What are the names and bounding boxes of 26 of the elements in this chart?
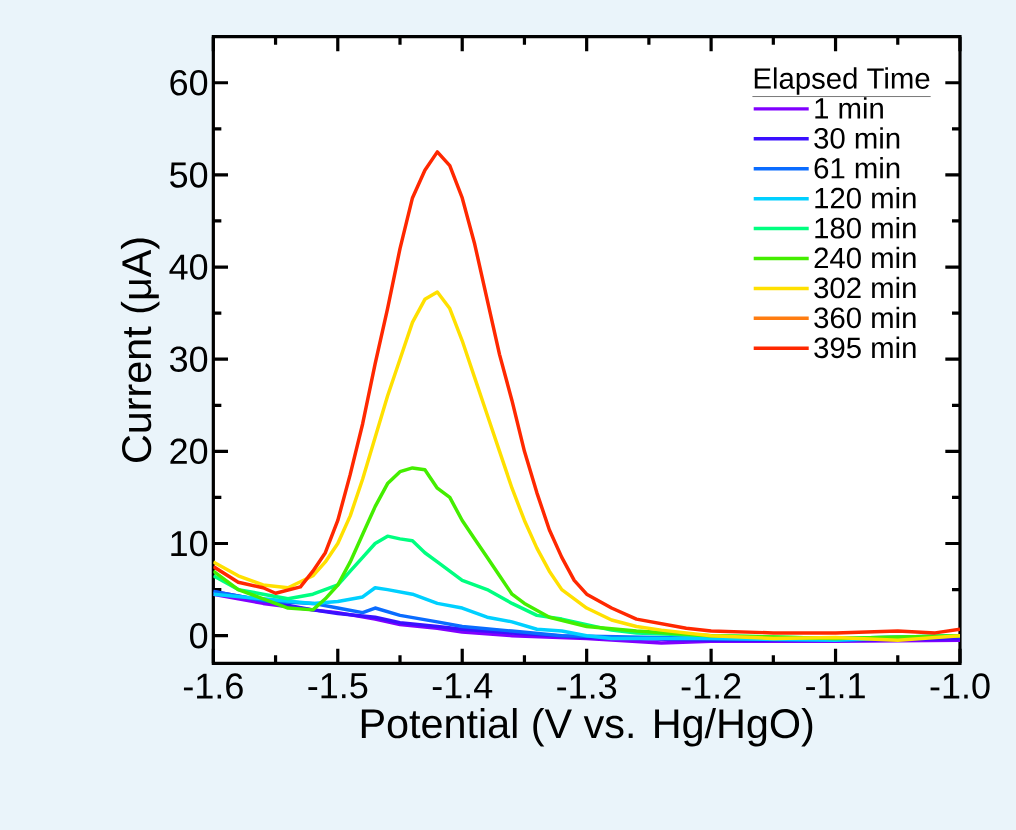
legend-label: 395 min (814, 336, 916, 359)
x-tick-label: -1.6 (183, 673, 243, 699)
y-tick-label: 10 (171, 530, 208, 557)
y-axis-title: Current (μA) (120, 238, 160, 463)
y-tick-label: 0 (190, 622, 208, 649)
legend-label: 120 min (815, 187, 916, 209)
x-tick-label: -1.3 (557, 673, 617, 699)
y-tick-label: 30 (169, 346, 208, 372)
legend-label: 240 min (814, 246, 916, 269)
x-tick-label: -1.5 (308, 673, 368, 699)
legend-label: 61 min (814, 157, 900, 179)
y-tick-label: 20 (170, 438, 208, 465)
legend-label: 180 min (815, 216, 916, 239)
x-tick-label: -1.2 (681, 673, 741, 699)
y-tick-label: 40 (169, 254, 208, 280)
x-tick-label: -1.4 (432, 673, 493, 699)
x-tick-label: -1.1 (806, 673, 865, 699)
legend-label: 360 min (814, 306, 916, 329)
x-tick-label: -1.0 (930, 673, 990, 699)
x-axis-title: Potential (V vs. Hg/HgO) (361, 707, 813, 747)
y-tick-label: 60 (170, 70, 208, 96)
legend-label: 1 min (815, 97, 883, 119)
legend-label: 302 min (814, 276, 916, 299)
legend-title: Elapsed Time (754, 67, 930, 95)
y-tick-label: 50 (170, 162, 208, 188)
legend-label: 30 min (814, 127, 900, 149)
